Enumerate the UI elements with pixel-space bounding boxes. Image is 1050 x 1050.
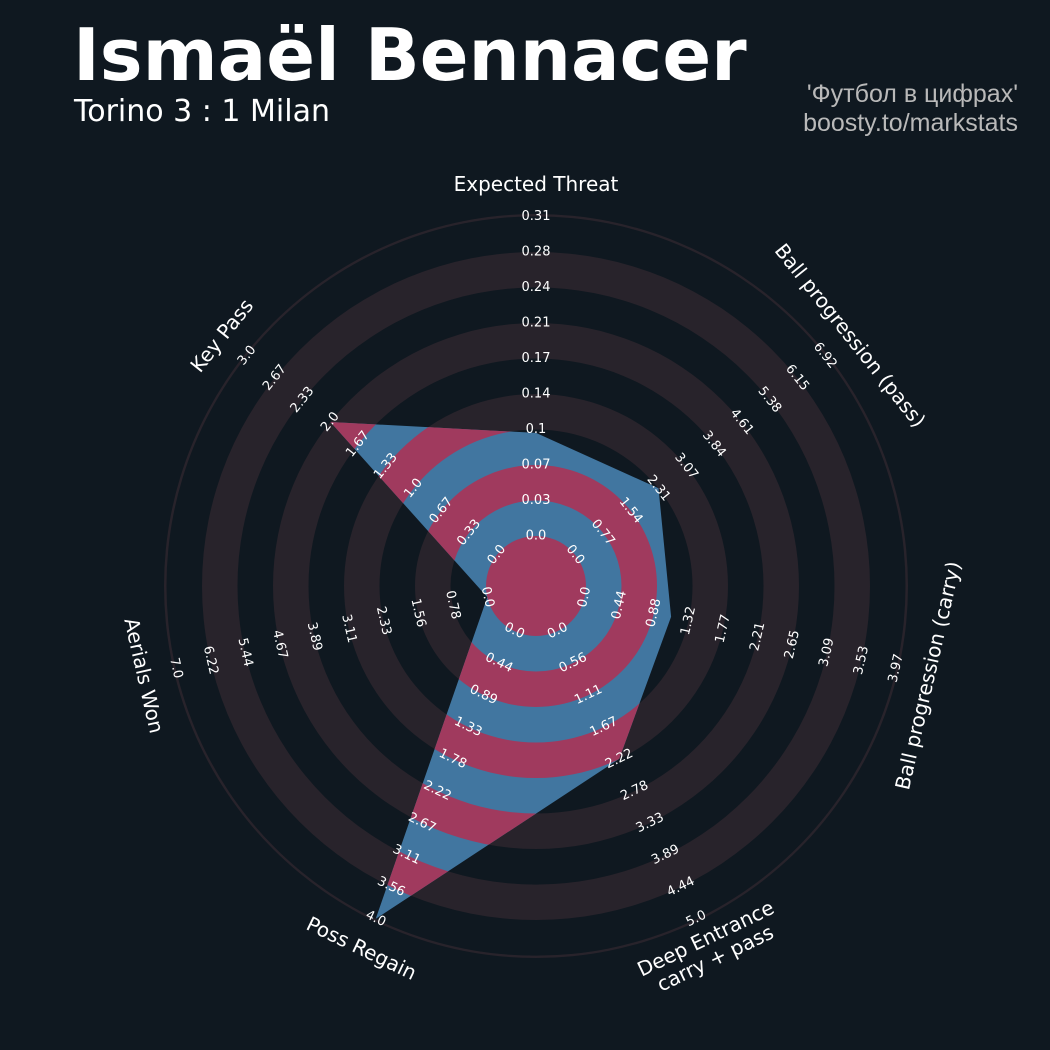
tick-label: 0.0 <box>478 585 497 609</box>
tick-label: 0.0 <box>575 585 594 609</box>
player-name: Ismaël Bennacer <box>73 13 747 97</box>
tick-label: 0.78 <box>442 589 463 621</box>
credit-line-1: 'Футбол в цифрах' <box>806 80 1018 108</box>
match-score: Torino 3 : 1 Milan <box>74 94 330 129</box>
tick-label: 7.0 <box>166 656 185 680</box>
credit-block: 'Футбол в цифрах' boosty.to/markstats <box>803 80 1018 138</box>
tick-label: 2.65 <box>782 629 803 661</box>
param-label: Poss Regain <box>303 912 421 985</box>
tick-label: 3.97 <box>886 652 907 684</box>
tick-label: 3.11 <box>338 613 359 645</box>
polygon-center-disc <box>486 536 586 636</box>
tick-label: 0.14 <box>522 387 551 402</box>
tick-label: 6.22 <box>200 645 221 677</box>
tick-label: 0.0 <box>526 529 547 544</box>
tick-label: 1.77 <box>713 613 734 645</box>
tick-label: 3.53 <box>851 645 872 677</box>
tick-label: 0.07 <box>522 458 551 473</box>
param-label: Expected Threat <box>454 172 619 196</box>
tick-label: 0.88 <box>643 597 664 629</box>
param-label: Deep Entrancecarry + pass <box>633 895 787 1001</box>
tick-label: 0.17 <box>522 351 551 366</box>
tick-label: 0.03 <box>522 493 551 508</box>
tick-label: 4.67 <box>269 629 290 661</box>
credit-line-2: boosty.to/markstats <box>803 108 1018 137</box>
tick-label: 3.09 <box>816 637 837 669</box>
tick-label: 5.44 <box>234 637 255 669</box>
tick-label: 0.1 <box>526 422 547 437</box>
tick-label: 2.21 <box>747 621 768 653</box>
radar-polygon <box>330 422 672 919</box>
tick-label: 0.44 <box>609 589 630 621</box>
tick-label: 0.31 <box>522 209 551 224</box>
param-label: Aerials Won <box>119 616 169 736</box>
radar-polygon-stripes <box>330 422 672 919</box>
tick-label: 3.89 <box>304 621 325 653</box>
tick-label: 0.21 <box>522 316 551 331</box>
tick-label: 0.28 <box>522 245 551 260</box>
tick-label: 2.33 <box>373 605 394 637</box>
tick-label: 1.32 <box>678 605 699 637</box>
polygon-stripe-1 <box>415 465 657 707</box>
tick-label: 0.24 <box>522 280 551 295</box>
tick-label: 1.56 <box>407 597 428 629</box>
